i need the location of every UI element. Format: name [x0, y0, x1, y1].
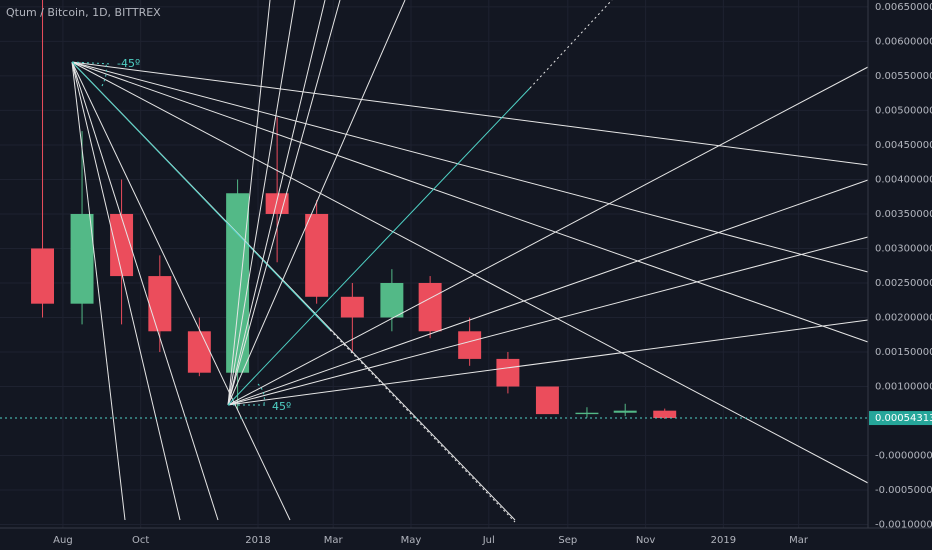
fan-45-line [71, 61, 331, 331]
candle-body [496, 358, 520, 387]
y-tick-label: 0.00300000 [875, 243, 932, 254]
fan-line [227, 0, 406, 406]
candle-body [148, 276, 172, 332]
candle-body [31, 248, 54, 304]
candle-body [535, 386, 559, 415]
angle-arc [228, 383, 268, 406]
fan-line [71, 61, 869, 484]
candle-body [380, 282, 404, 318]
candle-body [340, 296, 364, 318]
angle-arc [71, 61, 113, 87]
y-tick-label: 0.00400000 [875, 174, 932, 185]
x-tick-label: Aug [53, 535, 73, 546]
x-tick-label: 2018 [245, 535, 270, 546]
candles [31, 0, 677, 419]
y-tick-label: -0.00050000 [875, 485, 932, 496]
candle-body [226, 193, 250, 373]
candle-body [70, 213, 94, 304]
fan-line [71, 61, 181, 521]
fan-line [71, 61, 291, 521]
chart-title: Qtum / Bitcoin, 1D, BITTREX [6, 6, 161, 19]
x-tick-label: Nov [636, 535, 656, 546]
fan-line [227, 179, 869, 406]
x-tick-label: Mar [324, 535, 344, 546]
y-tick-label: 0.00100000 [875, 382, 932, 393]
angle-label: -45º [117, 57, 140, 70]
candle-body [458, 331, 482, 359]
x-tick-label: Mar [789, 535, 809, 546]
x-tick-label: Sep [558, 535, 577, 546]
last-price-label: 0.00054313 [875, 413, 932, 424]
fan-line [227, 0, 326, 406]
x-tick-label: 2019 [711, 535, 736, 546]
fan-line [71, 61, 869, 273]
y-tick-label: 0.00150000 [875, 347, 932, 358]
y-tick-label: 0.00450000 [875, 140, 932, 151]
y-tick-label: -0.00100000 [875, 520, 932, 531]
fan-line [71, 61, 219, 521]
y-tick-label: 0.00650000 [875, 2, 932, 13]
y-tick-label: 0.00550000 [875, 71, 932, 82]
candle-body [613, 410, 637, 413]
candle-body [575, 412, 599, 415]
fan-line [227, 0, 296, 406]
angle-label: 45º [272, 400, 291, 413]
y-tick-label: 0.00600000 [875, 36, 932, 47]
candle-body [418, 282, 442, 332]
last-price-box [869, 411, 932, 426]
fan-line [227, 0, 271, 406]
fan-line [227, 236, 869, 406]
fan-line [227, 66, 869, 406]
y-tick-label: 0.00250000 [875, 278, 932, 289]
candle-body [110, 213, 134, 277]
y-tick-label: -0.00000000 [875, 451, 932, 462]
candle-body [265, 193, 289, 214]
axis-labels: 0.00650000 0.00600000 0.00550000 0.00500000… [53, 2, 932, 546]
gann-fans: -45º 45º [71, 0, 869, 523]
fan-line [71, 61, 126, 521]
x-tick-label: Oct [132, 535, 149, 546]
candle-body [305, 213, 329, 297]
y-tick-label: 0.00200000 [875, 312, 932, 323]
y-tick-label: 0.00500000 [875, 105, 932, 116]
candle-body [187, 331, 211, 373]
fan-line [71, 61, 869, 343]
fan-45-line [227, 87, 531, 406]
fan-line [71, 61, 869, 166]
fan-line [227, 0, 341, 406]
candle-body [653, 410, 677, 419]
x-tick-label: Jul [482, 535, 495, 546]
x-tick-label: May [401, 535, 422, 546]
y-tick-label: 0.00350000 [875, 209, 932, 220]
fan-extension [529, 0, 613, 89]
fan-line [227, 319, 869, 406]
